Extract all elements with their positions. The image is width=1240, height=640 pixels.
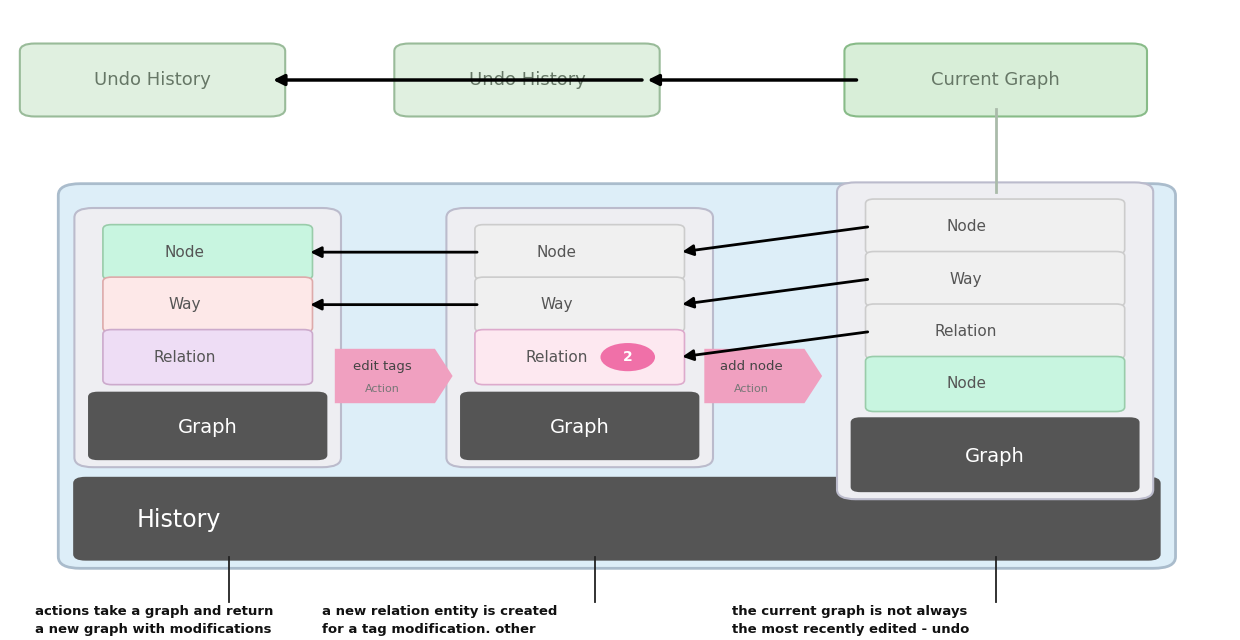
FancyBboxPatch shape	[103, 277, 312, 332]
Text: Undo History: Undo History	[94, 71, 211, 89]
Text: Way: Way	[169, 297, 201, 312]
Text: edit tags: edit tags	[352, 360, 412, 373]
FancyBboxPatch shape	[475, 277, 684, 332]
FancyBboxPatch shape	[73, 477, 1161, 561]
Text: Node: Node	[165, 244, 205, 260]
Text: Relation: Relation	[526, 349, 588, 365]
FancyBboxPatch shape	[866, 199, 1125, 254]
Text: Action: Action	[734, 383, 769, 394]
FancyBboxPatch shape	[837, 182, 1153, 499]
Text: 2: 2	[622, 350, 632, 364]
Text: the current graph is not always
the most recently edited - undo
history pushes ': the current graph is not always the most…	[732, 605, 987, 640]
FancyBboxPatch shape	[844, 44, 1147, 116]
Text: Node: Node	[946, 219, 986, 234]
Circle shape	[600, 343, 655, 371]
FancyBboxPatch shape	[866, 304, 1125, 359]
Text: Graph: Graph	[177, 418, 238, 436]
FancyBboxPatch shape	[88, 392, 327, 460]
Text: Current Graph: Current Graph	[931, 71, 1060, 89]
Text: History: History	[136, 508, 221, 532]
Text: Undo History: Undo History	[469, 71, 585, 89]
FancyBboxPatch shape	[446, 208, 713, 467]
FancyBboxPatch shape	[20, 44, 285, 116]
Text: Graph: Graph	[965, 447, 1025, 465]
FancyBboxPatch shape	[851, 417, 1140, 492]
FancyBboxPatch shape	[475, 330, 684, 385]
Text: a new relation entity is created
for a tag modification. other
entities are reus: a new relation entity is created for a t…	[322, 605, 611, 640]
FancyBboxPatch shape	[74, 208, 341, 467]
Text: Way: Way	[950, 271, 982, 287]
Text: Node: Node	[946, 376, 986, 392]
Text: Relation: Relation	[154, 349, 216, 365]
FancyBboxPatch shape	[103, 225, 312, 280]
Text: Action: Action	[365, 383, 399, 394]
FancyBboxPatch shape	[394, 44, 660, 116]
Text: actions take a graph and return
a new graph with modifications: actions take a graph and return a new gr…	[35, 605, 273, 636]
Text: add node: add node	[720, 360, 782, 373]
FancyBboxPatch shape	[460, 392, 699, 460]
Text: Graph: Graph	[549, 418, 610, 436]
Polygon shape	[335, 349, 453, 403]
FancyBboxPatch shape	[866, 252, 1125, 307]
Text: Way: Way	[541, 297, 573, 312]
FancyBboxPatch shape	[475, 225, 684, 280]
Text: Relation: Relation	[935, 324, 997, 339]
FancyBboxPatch shape	[866, 356, 1125, 412]
Text: Node: Node	[537, 244, 577, 260]
Polygon shape	[704, 349, 822, 403]
FancyBboxPatch shape	[58, 184, 1176, 568]
FancyBboxPatch shape	[103, 330, 312, 385]
